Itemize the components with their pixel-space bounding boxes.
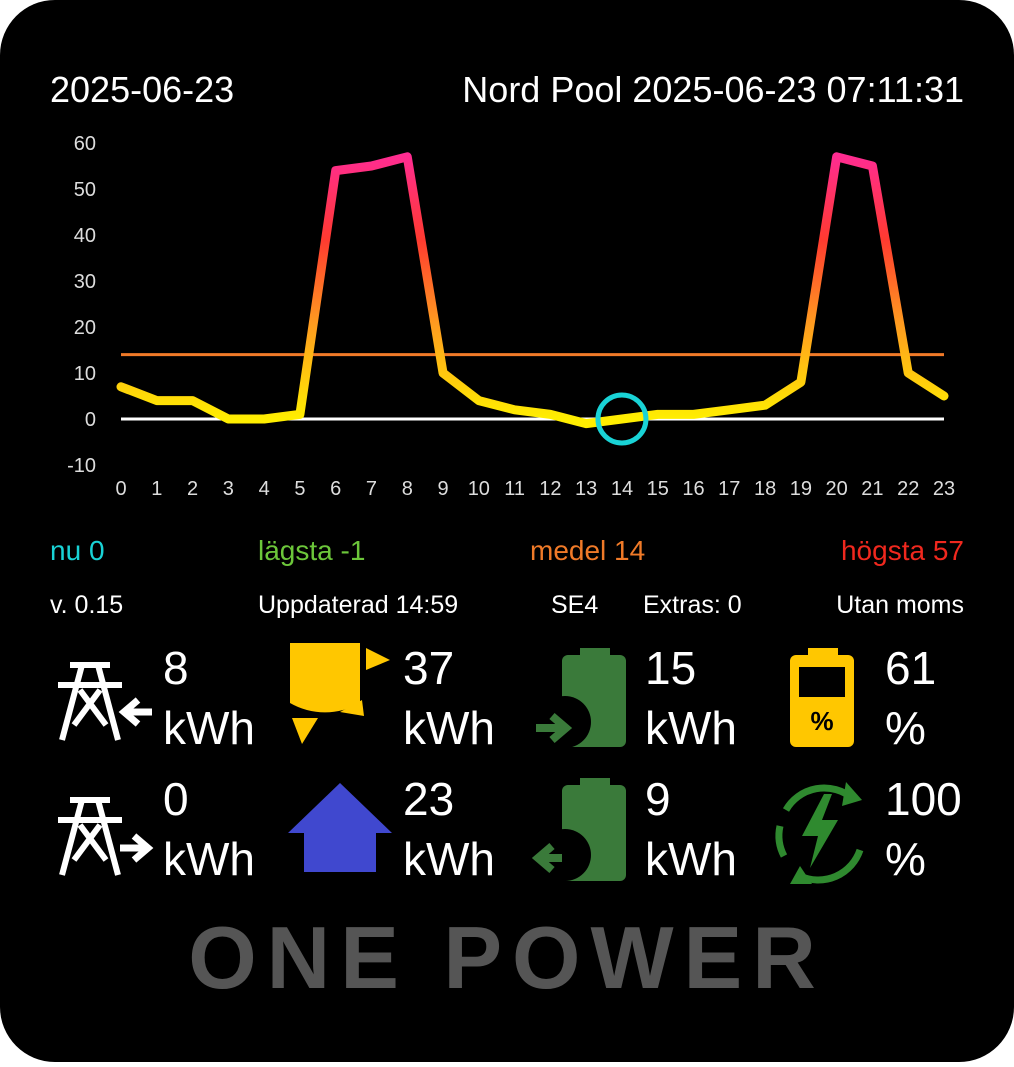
grid-import-icon — [58, 662, 152, 741]
y-tick-label: -10 — [67, 455, 96, 477]
x-tick-label: 14 — [611, 478, 633, 500]
tile-value: 61 — [885, 642, 936, 694]
price-line — [116, 152, 949, 429]
tile-value: 0 — [163, 773, 189, 825]
stat: lägsta -1 — [258, 535, 365, 566]
x-tick-label: 10 — [468, 478, 490, 500]
stat-value: 0 — [89, 535, 105, 566]
stat-value: 14 — [614, 535, 645, 566]
x-tick-label: 11 — [504, 478, 525, 500]
stat-value: 57 — [933, 535, 964, 566]
tile-value: 8 — [163, 642, 189, 694]
tile-value: 100 — [885, 773, 962, 825]
x-tick-label: 3 — [223, 478, 234, 500]
tile-value: 9 — [645, 773, 671, 825]
stat-value: -1 — [341, 535, 366, 566]
x-tick-label: 12 — [539, 478, 561, 500]
x-tick-label: 20 — [826, 478, 848, 500]
battery-charge-icon — [536, 648, 626, 748]
y-tick-label: 20 — [74, 317, 96, 339]
x-tick-label: 13 — [575, 478, 597, 500]
stat: högsta 57 — [841, 535, 964, 566]
x-tick-label: 21 — [861, 478, 883, 500]
x-tick-label: 17 — [718, 478, 740, 500]
y-tick-label: 60 — [74, 133, 96, 155]
x-tick-label: 15 — [647, 478, 669, 500]
y-tick-label: 10 — [74, 363, 96, 385]
tile-unit: kWh — [163, 702, 255, 754]
tile-unit: kWh — [163, 833, 255, 885]
tile-unit: kWh — [403, 833, 495, 885]
tile-unit: % — [885, 833, 926, 885]
status-text: v. 0.15 — [50, 591, 123, 619]
stat: medel 14 — [530, 535, 645, 566]
x-tick-label: 5 — [294, 478, 305, 500]
x-tick-label: 6 — [330, 478, 341, 500]
renewable-icon — [775, 782, 864, 884]
y-tick-label: 30 — [74, 271, 96, 293]
stat-label: lägsta — [258, 535, 333, 566]
status-text: Utan moms — [836, 591, 964, 619]
battery-discharge-icon — [531, 778, 626, 881]
tile-unit: kWh — [403, 702, 495, 754]
tile-value: 37 — [403, 642, 454, 694]
tile-value: 23 — [403, 773, 454, 825]
solar-icon — [290, 643, 390, 744]
current-marker — [595, 392, 649, 446]
tile-unit: kWh — [645, 702, 737, 754]
y-tick-label: 50 — [74, 179, 96, 201]
grid-export-icon — [58, 797, 154, 876]
x-tick-label: 19 — [790, 478, 812, 500]
x-tick-label: 22 — [897, 478, 919, 500]
x-tick-label: 18 — [754, 478, 776, 500]
x-tick-label: 7 — [366, 478, 377, 500]
house-icon — [288, 783, 392, 872]
y-tick-label: 40 — [74, 225, 96, 247]
battery-level-icon: % — [790, 648, 854, 747]
stat-label: högsta — [841, 535, 925, 566]
x-tick-label: 16 — [682, 478, 704, 500]
x-tick-label: 23 — [933, 478, 955, 500]
status-text: SE4 — [551, 591, 598, 619]
x-tick-label: 0 — [115, 478, 126, 500]
status-text: Uppdaterad 14:59 — [258, 591, 458, 619]
stat: nu 0 — [50, 535, 105, 566]
tile-value: 15 — [645, 642, 696, 694]
battery-percent-sign: % — [810, 706, 833, 736]
status-text: Extras: 0 — [643, 591, 742, 619]
date: 2025-06-23 — [50, 69, 234, 110]
tile-unit: % — [885, 702, 926, 754]
x-tick-label: 2 — [187, 478, 198, 500]
x-tick-label: 4 — [259, 478, 270, 500]
stat-label: nu — [50, 535, 81, 566]
tile-unit: kWh — [645, 833, 737, 885]
source: Nord Pool 2025-06-23 07:11:31 — [462, 69, 964, 110]
x-tick-label: 8 — [402, 478, 413, 500]
x-tick-label: 9 — [437, 478, 448, 500]
y-tick-label: 0 — [85, 409, 96, 431]
stat-label: medel — [530, 535, 606, 566]
logo: ONE POWER — [188, 908, 826, 1007]
x-tick-label: 1 — [151, 478, 162, 500]
